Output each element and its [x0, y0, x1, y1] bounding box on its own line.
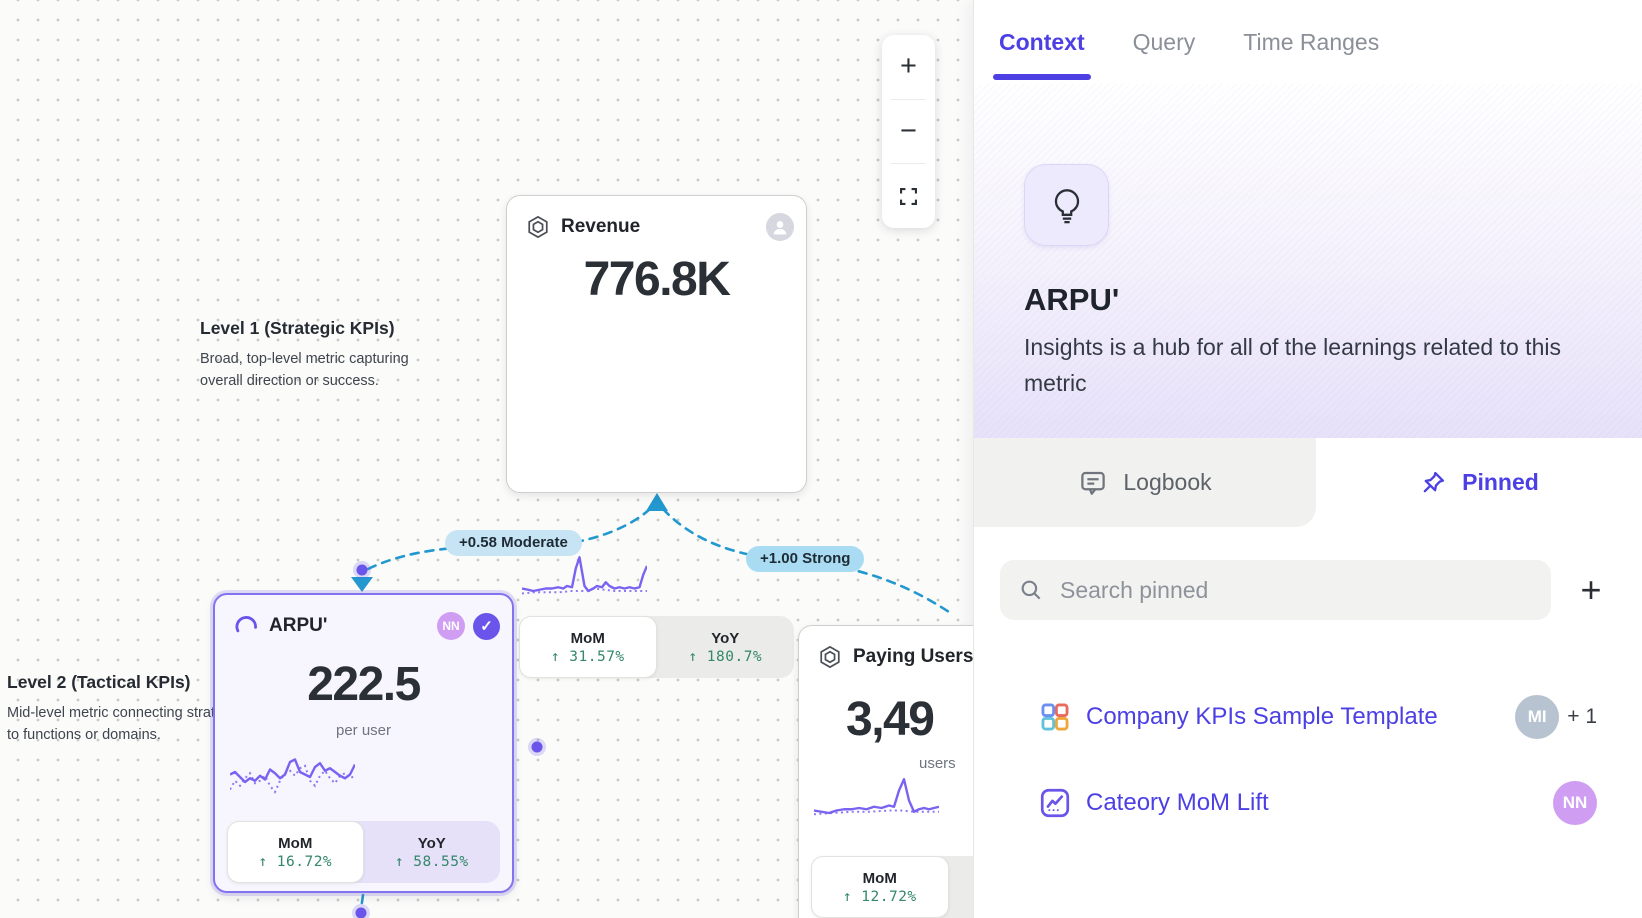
- level-1-description: Broad, top-level metric capturing overal…: [200, 351, 409, 389]
- arpu-unit: per user: [335, 722, 392, 739]
- logbook-label: Logbook: [1123, 469, 1212, 495]
- canvas-zoom-toolbar: + −: [882, 35, 935, 228]
- level-2-description: Mid-level metric connecting strategy to …: [7, 705, 239, 743]
- nn-avatar: NN: [437, 612, 465, 640]
- arpu-value: 222.5: [307, 658, 421, 711]
- context-side-panel: Context Query Time Ranges ARPU' Insights…: [973, 0, 1642, 918]
- arpu-mom-segment[interactable]: MoM ↑ 16.72%: [227, 821, 364, 883]
- arpu-footer: MoM ↑ 16.72% YoY ↑ 58.55%: [227, 821, 500, 883]
- metric-card-arpu[interactable]: ARPU' NN ✓ 222.5 per user MoM ↑ 16.72% Y…: [213, 593, 514, 893]
- arpu-bottom-handle[interactable]: [355, 907, 367, 918]
- verified-check-badge: ✓: [473, 612, 500, 640]
- fit-view-button[interactable]: [882, 164, 935, 228]
- metric-card-paying-users[interactable]: Paying Users' 3,49 users MoM ↑ 12.72%: [798, 625, 973, 918]
- panel-tabs: Context Query Time Ranges: [974, 0, 1642, 84]
- level-1-title: Level 1 (Strategic KPIs): [200, 318, 395, 338]
- yoy-delta: ↑ 58.55%: [394, 853, 469, 870]
- revenue-card-header: Revenue: [507, 196, 806, 244]
- level-1-annotation: Level 1 (Strategic KPIs) Broad, top-leve…: [200, 318, 440, 393]
- template-grid-icon: [1038, 700, 1072, 734]
- fit-view-icon: [898, 186, 919, 207]
- yoy-label: YoY: [417, 834, 446, 852]
- pinned-list: Company KPIs Sample Template MI + 1: [1000, 660, 1597, 832]
- edge-label-moderate[interactable]: +0.58 Moderate: [445, 530, 582, 556]
- insight-tile: [1024, 164, 1109, 246]
- paying-value: 3,49: [846, 693, 935, 746]
- divider: [891, 163, 926, 165]
- arrowhead-into-revenue: [646, 493, 668, 511]
- edge-revenue-paying: [661, 507, 954, 616]
- mom-delta: ↑ 16.72%: [258, 853, 333, 870]
- tab-context[interactable]: Context: [993, 0, 1091, 84]
- pinned-search-box[interactable]: [1000, 560, 1551, 620]
- tab-query[interactable]: Query: [1132, 28, 1196, 55]
- pushpin-icon: [1419, 469, 1447, 497]
- search-pinned-input[interactable]: [1060, 576, 1533, 604]
- arpu-card-title: ARPU': [269, 615, 328, 636]
- arc-metric-icon: [233, 613, 259, 639]
- level-2-title: Level 2 (Tactical KPIs): [7, 672, 191, 692]
- zoom-out-button[interactable]: −: [900, 115, 917, 147]
- paying-card-header: Paying Users': [799, 626, 973, 674]
- metric-tree-canvas[interactable]: Level 1 (Strategic KPIs) Broad, top-leve…: [0, 0, 973, 918]
- panel-subtabs: Logbook Pinned: [974, 438, 1642, 527]
- person-avatar-icon: [766, 213, 794, 241]
- mom-delta: ↑ 12.72%: [842, 888, 917, 905]
- nn-avatar: NN: [1553, 781, 1597, 825]
- hexagon-node-icon: [817, 644, 843, 670]
- add-pinned-button[interactable]: +: [1580, 569, 1602, 610]
- chart-lift-icon: [1038, 786, 1072, 820]
- paying-footer: MoM ↑ 12.72%: [811, 856, 973, 918]
- logbook-comment-icon: [1078, 468, 1108, 498]
- mom-label: MoM: [278, 834, 313, 852]
- edge-arpu-down: [359, 893, 365, 911]
- mom-label: MoM: [862, 869, 897, 887]
- paying-unit: users: [919, 755, 956, 772]
- arpu-right-handle[interactable]: [531, 741, 543, 753]
- pinned-label: Pinned: [1462, 469, 1539, 495]
- paying-sparkline: [814, 773, 939, 823]
- mom-label: MoM: [570, 629, 605, 647]
- arpu-yoy-segment[interactable]: YoY ↑ 58.55%: [364, 821, 501, 883]
- revenue-yoy-segment[interactable]: YoY ↑ 180.7%: [657, 616, 795, 678]
- tab-pinned[interactable]: Pinned: [1316, 438, 1642, 527]
- hexagon-node-icon: [525, 214, 551, 240]
- paying-card-title: Paying Users': [853, 646, 973, 667]
- pinned-item-company-kpis[interactable]: Company KPIs Sample Template MI + 1: [1000, 688, 1597, 746]
- pinned-search-row: +: [1000, 560, 1616, 620]
- pinned-item-label: Company KPIs Sample Template: [1086, 703, 1438, 730]
- revenue-sparkline: [522, 551, 647, 601]
- context-hero-section: ARPU' Insights is a hub for all of the l…: [974, 84, 1642, 438]
- zoom-in-button[interactable]: +: [900, 50, 917, 83]
- metric-description: Insights is a hub for all of the learnin…: [1024, 334, 1561, 396]
- tab-logbook[interactable]: Logbook: [974, 438, 1316, 527]
- arpu-card-header: ARPU' NN ✓: [215, 595, 512, 643]
- mom-delta: ↑ 31.57%: [550, 648, 625, 665]
- level-2-annotation: Level 2 (Tactical KPIs) Mid-level metric…: [7, 672, 247, 747]
- metric-title: ARPU': [1024, 282, 1120, 317]
- lightbulb-icon: [1046, 184, 1088, 226]
- arpu-sparkline: [230, 752, 355, 802]
- pinned-item-label: Cateory MoM Lift: [1086, 789, 1269, 816]
- pinned-item-cateory-mom-lift[interactable]: Cateory MoM Lift NN: [1000, 774, 1597, 832]
- paying-mom-segment[interactable]: MoM ↑ 12.72%: [811, 856, 949, 918]
- edge-label-strong[interactable]: +1.00 Strong: [746, 546, 865, 572]
- metric-card-revenue[interactable]: Revenue 776.8K MoM ↑ 31.57%: [506, 195, 807, 678]
- paying-yoy-segment[interactable]: [949, 856, 974, 918]
- revenue-mom-segment[interactable]: MoM ↑ 31.57%: [519, 616, 657, 678]
- divider: [891, 98, 926, 100]
- tab-time-ranges[interactable]: Time Ranges: [1243, 28, 1380, 55]
- extra-collaborators-count: + 1: [1567, 705, 1597, 728]
- mi-avatar: MI: [1515, 695, 1560, 739]
- yoy-label: YoY: [711, 629, 740, 647]
- revenue-value: 776.8K: [583, 253, 731, 306]
- arpu-top-handle[interactable]: [356, 564, 368, 576]
- revenue-card-title: Revenue: [561, 216, 641, 237]
- revenue-footer: MoM ↑ 31.57% YoY ↑ 180.7%: [519, 616, 794, 678]
- search-icon: [1018, 577, 1044, 603]
- arrowhead-into-arpu: [351, 577, 373, 592]
- yoy-delta: ↑ 180.7%: [688, 648, 763, 665]
